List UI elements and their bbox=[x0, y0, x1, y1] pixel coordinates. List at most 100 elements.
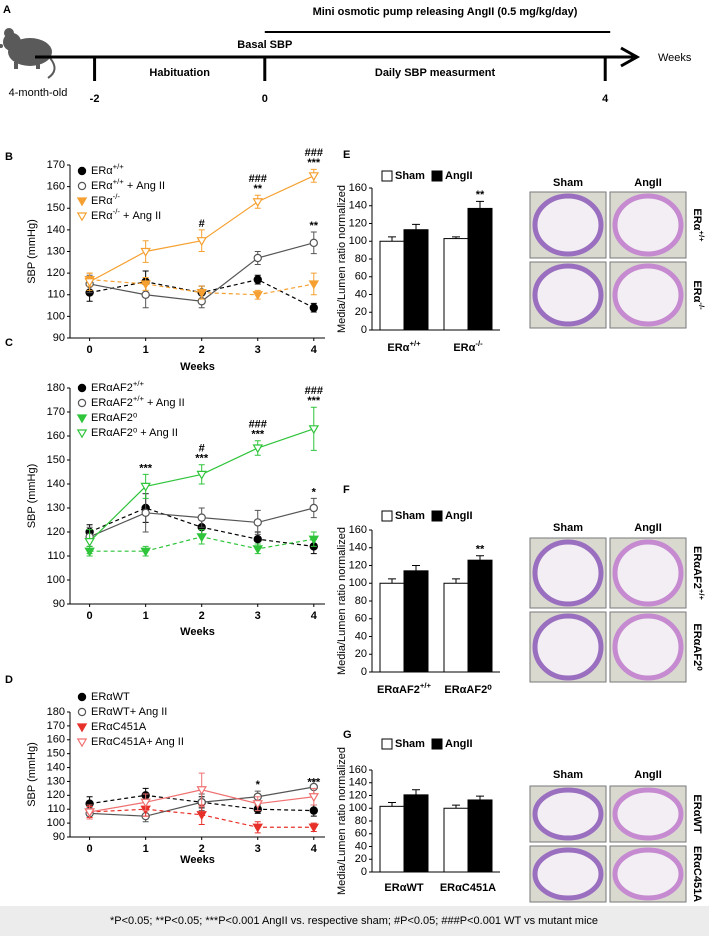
data-point bbox=[252, 291, 263, 301]
histology-row-label: ERα+/+ bbox=[691, 208, 706, 242]
y-tick-label: 80 bbox=[355, 815, 367, 827]
y-axis-label: Media/Lumen ratio normalized bbox=[336, 747, 348, 895]
data-point bbox=[308, 425, 320, 435]
histology-column-label: Sham bbox=[553, 177, 583, 189]
y-tick-label: 20 bbox=[355, 853, 367, 865]
significance-label: # bbox=[199, 218, 205, 230]
data-point bbox=[140, 798, 151, 808]
data-point bbox=[140, 247, 151, 257]
legend-swatch bbox=[431, 170, 443, 182]
legend-label: ERαWT+ Ang II bbox=[91, 706, 167, 718]
legend-label: ERα-/- + Ang II bbox=[91, 207, 161, 222]
data-point bbox=[253, 518, 262, 527]
significance-label: *** bbox=[195, 453, 209, 465]
legend-marker bbox=[76, 197, 88, 207]
legend-label: ERαAF2⁰ bbox=[91, 412, 138, 424]
y-tick-label: 90 bbox=[53, 831, 65, 843]
y-tick-label: 90 bbox=[53, 332, 65, 344]
y-tick-label: 170 bbox=[47, 159, 65, 171]
y-tick-label: 120 bbox=[47, 526, 65, 538]
legend-marker bbox=[76, 414, 88, 424]
data-point bbox=[84, 538, 95, 547]
x-tick-label: 4 bbox=[311, 610, 318, 622]
error-bar bbox=[388, 578, 396, 584]
y-tick-label: 140 bbox=[47, 761, 65, 773]
y-tick-label: 20 bbox=[355, 648, 367, 660]
y-tick-label: 130 bbox=[47, 245, 65, 257]
legend-marker bbox=[76, 429, 88, 439]
legend-label: Sham bbox=[395, 738, 425, 750]
vessel-ring bbox=[612, 193, 684, 257]
data-point bbox=[196, 533, 207, 543]
error-bar bbox=[452, 578, 460, 584]
y-axis-label: Media/Lumen ratio normalized bbox=[336, 185, 348, 333]
histology-column-label: AngII bbox=[634, 177, 662, 189]
legend-label: ERα+/+ + Ang II bbox=[91, 177, 165, 192]
significance-label: ** bbox=[476, 189, 485, 201]
y-tick-label: 40 bbox=[355, 630, 367, 642]
legend-label: ERαAF2+/+ bbox=[91, 379, 144, 394]
x-tick-label: 4 bbox=[311, 344, 318, 356]
x-tick-label: 1 bbox=[143, 610, 149, 622]
legend-label: AngII bbox=[445, 510, 473, 522]
y-tick-label: 160 bbox=[47, 181, 65, 193]
bar bbox=[379, 240, 405, 331]
x-tick-label: 1 bbox=[143, 843, 149, 855]
y-tick-label: 150 bbox=[47, 748, 65, 760]
data-point bbox=[84, 278, 95, 288]
y-tick-label: 150 bbox=[47, 454, 65, 466]
legend-swatch bbox=[431, 738, 443, 750]
significance-label: * bbox=[312, 486, 317, 498]
error-bar bbox=[476, 200, 484, 209]
panel-letter: D bbox=[5, 674, 13, 686]
error-bar bbox=[412, 789, 420, 795]
habituation-label: Habituation bbox=[149, 67, 210, 79]
error-bar bbox=[476, 795, 484, 800]
footnote: *P<0.05; **P<0.05; ***P<0.001 AngII vs. … bbox=[110, 915, 598, 927]
significance-label: *** bbox=[139, 462, 153, 474]
timeline-tick-label: -2 bbox=[90, 93, 100, 105]
y-tick-label: 20 bbox=[355, 306, 367, 318]
data-point bbox=[309, 238, 318, 248]
y-tick-label: 120 bbox=[47, 267, 65, 279]
y-tick-label: 0 bbox=[361, 324, 367, 336]
category-label: ERαAF2⁰ bbox=[444, 684, 492, 696]
y-tick-label: 160 bbox=[47, 430, 65, 442]
panel-letter: F bbox=[343, 484, 350, 496]
y-axis-label: SBP (mmHg) bbox=[26, 464, 38, 529]
x-axis-label: Weeks bbox=[180, 361, 215, 373]
x-tick-label: 0 bbox=[87, 344, 93, 356]
data-point bbox=[196, 470, 207, 480]
legend-marker bbox=[77, 707, 87, 717]
axis-label: Weeks bbox=[658, 52, 692, 64]
significance-label: ** bbox=[476, 544, 485, 556]
data-point bbox=[196, 237, 207, 247]
y-axis-label: Media/Lumen ratio normalized bbox=[336, 527, 348, 675]
y-tick-label: 90 bbox=[53, 598, 65, 610]
data-point bbox=[140, 280, 151, 290]
y-tick-label: 100 bbox=[47, 817, 65, 829]
legend-label: AngII bbox=[445, 170, 473, 182]
mouse-icon bbox=[0, 28, 56, 79]
vessel-ring bbox=[532, 787, 604, 841]
y-tick-label: 140 bbox=[349, 200, 367, 212]
y-tick-label: 140 bbox=[47, 224, 65, 236]
vessel-ring bbox=[612, 539, 684, 607]
vessel-ring bbox=[532, 847, 604, 901]
basal-label: Basal SBP bbox=[237, 39, 292, 51]
data-point bbox=[308, 793, 320, 803]
y-tick-label: 60 bbox=[355, 271, 367, 283]
legend-marker bbox=[76, 723, 88, 733]
data-point bbox=[309, 806, 318, 815]
data-point bbox=[140, 547, 151, 557]
vessel-ring bbox=[612, 847, 684, 901]
legend-label: ERαC451A bbox=[91, 721, 147, 733]
legend-marker bbox=[77, 166, 87, 176]
bar bbox=[443, 582, 469, 673]
age-label: 4-month-old bbox=[9, 87, 68, 99]
y-tick-label: 140 bbox=[349, 777, 367, 789]
panel-letter: G bbox=[343, 729, 352, 741]
data-point bbox=[252, 545, 263, 555]
y-tick-label: 40 bbox=[355, 288, 367, 300]
legend-marker bbox=[77, 383, 87, 393]
